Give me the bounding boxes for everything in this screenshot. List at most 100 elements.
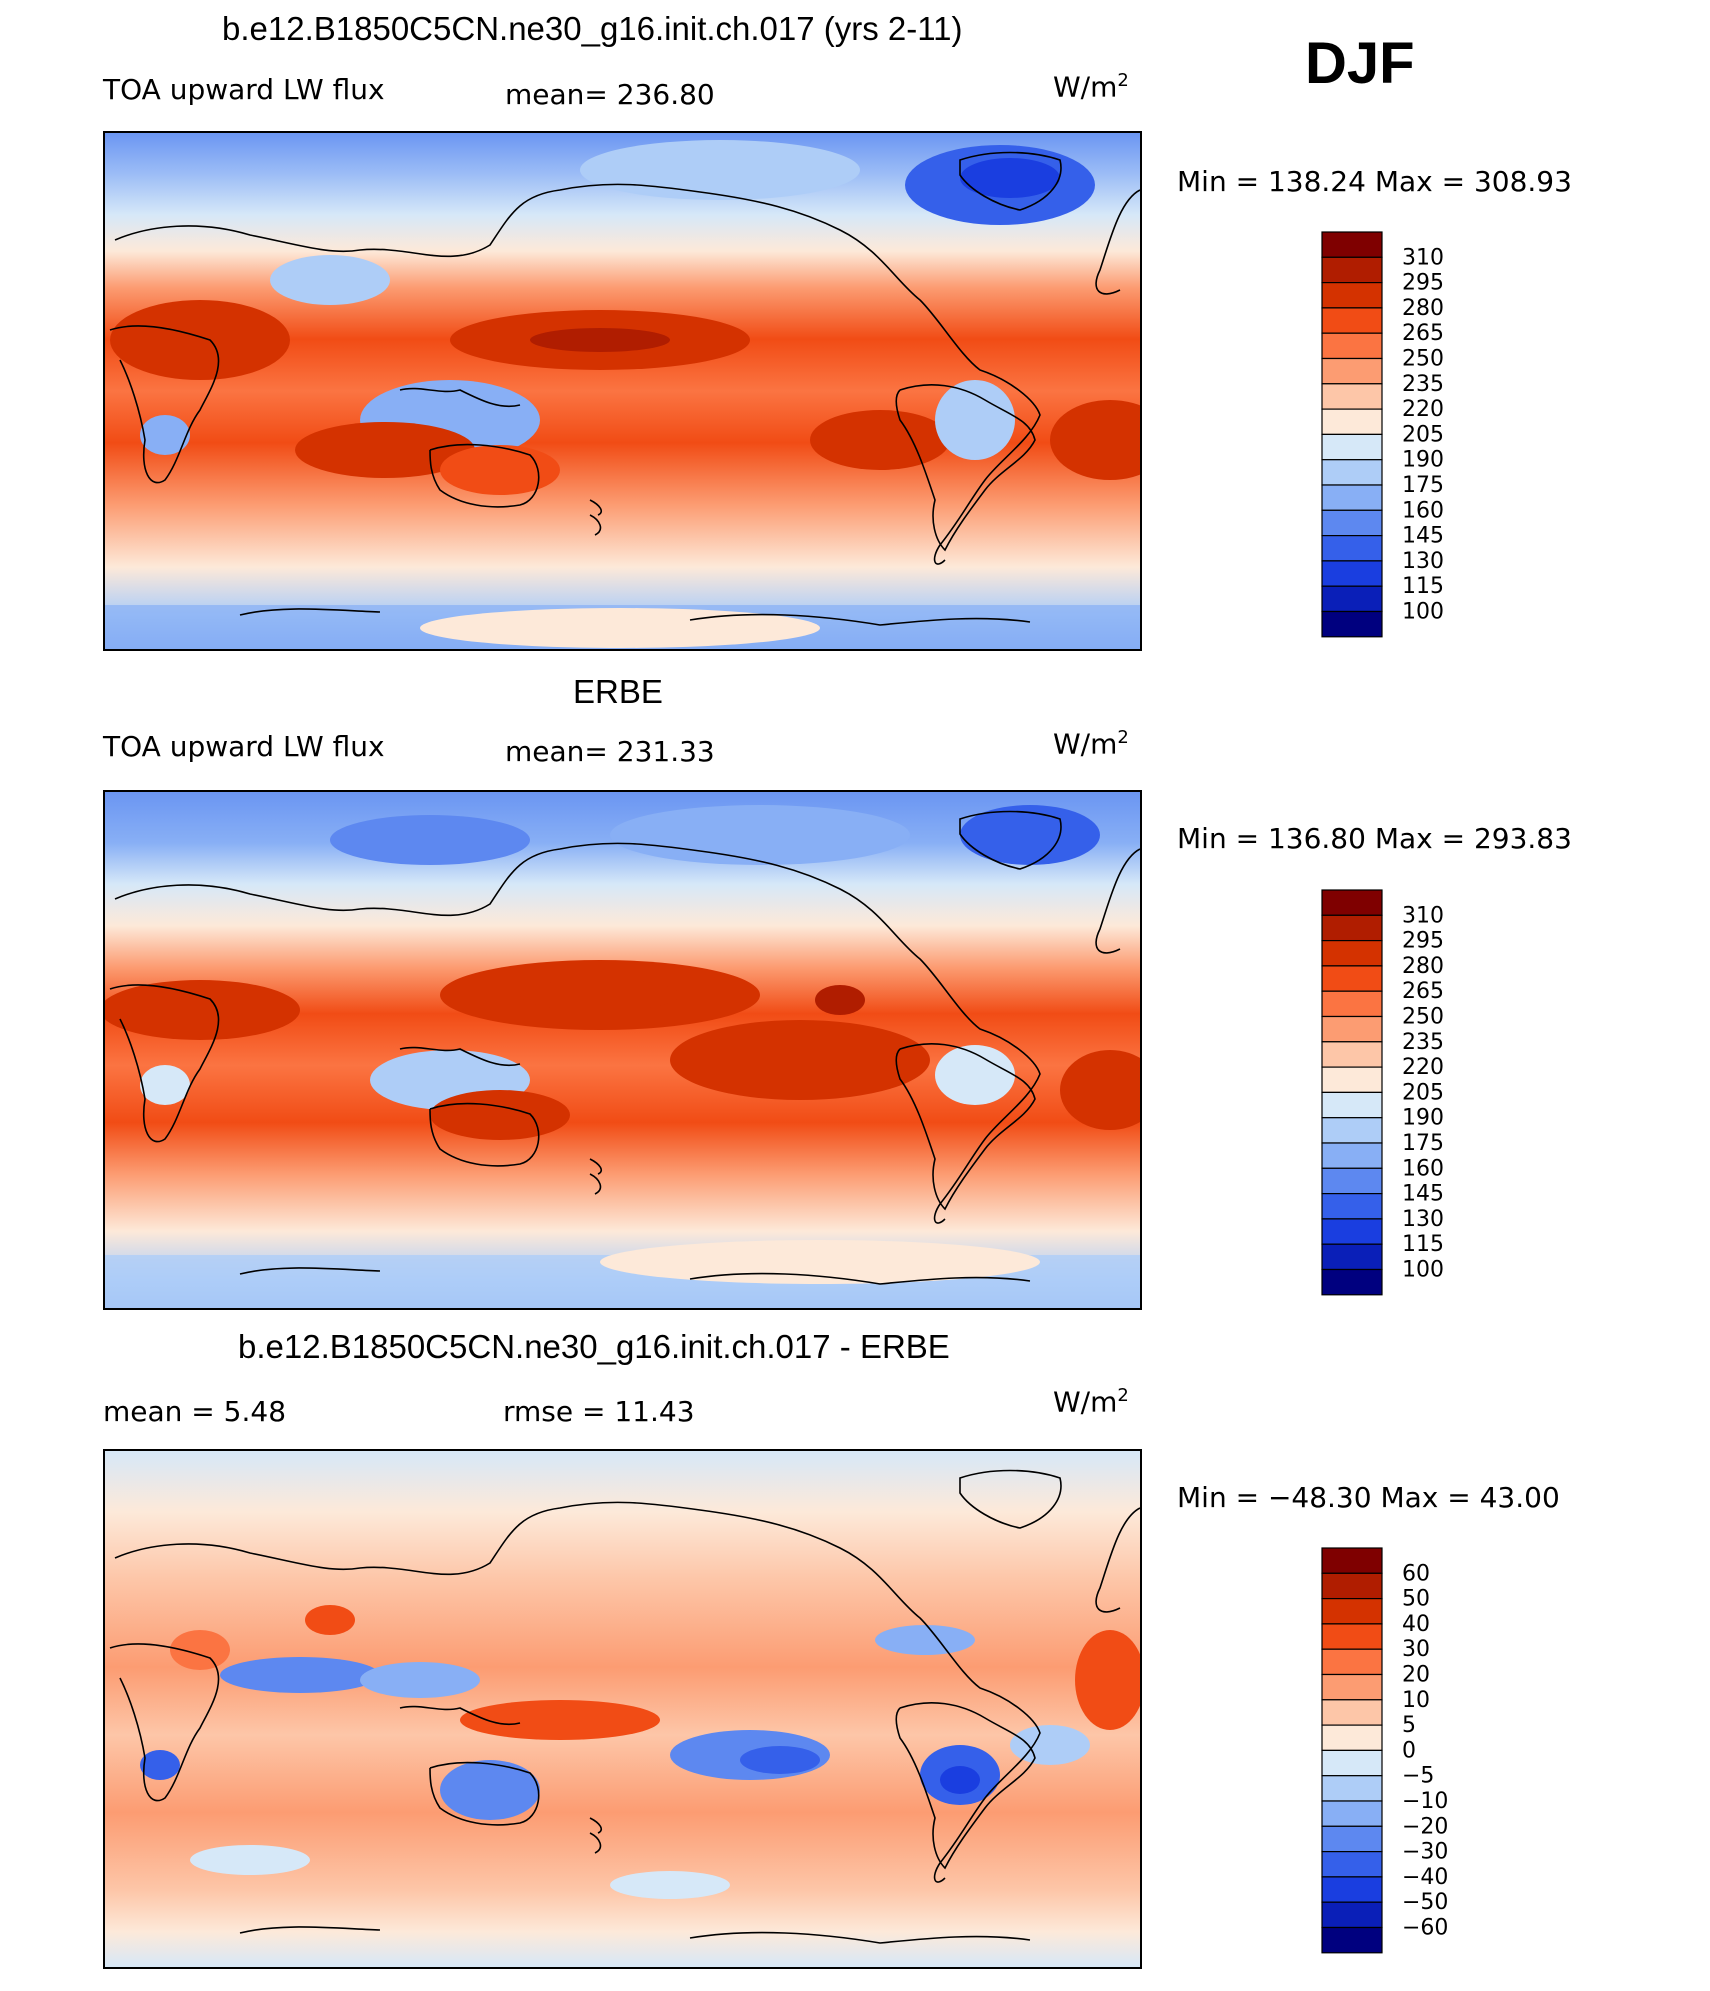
colorbar-1-tick-label: 235 — [1402, 372, 1444, 397]
colorbar-2-tick-label: 235 — [1402, 1030, 1444, 1055]
colorbar-3-swatch — [1321, 1825, 1383, 1853]
colorbar-3-tick-label: 5 — [1402, 1713, 1416, 1738]
colorbar-2-swatch — [1321, 1041, 1383, 1068]
colorbar-3-swatch — [1321, 1597, 1383, 1625]
colorbar-3-tick-label: 30 — [1402, 1637, 1430, 1662]
colorbar-1-swatch — [1321, 282, 1383, 309]
colorbar-3-tick-label: −5 — [1402, 1764, 1434, 1789]
panel-1-units: W/m2 — [1053, 70, 1129, 104]
colorbar-1-swatch — [1321, 585, 1383, 613]
colorbar-2-tick-label: 175 — [1402, 1131, 1444, 1156]
colorbar-1-tick-label: 265 — [1402, 321, 1444, 346]
panel-2-mean: mean= 231.33 — [505, 735, 715, 768]
season-label: DJF — [1305, 31, 1415, 96]
colorbar-3-tick-label: −10 — [1402, 1789, 1448, 1814]
colorbar-2-tick-label: 145 — [1402, 1182, 1444, 1207]
colorbar-1-tick-label: 130 — [1402, 549, 1444, 574]
colorbar-3-tick-label: −50 — [1402, 1890, 1448, 1915]
colorbars: 3102952802652502352202051901751601451301… — [1321, 231, 1448, 1954]
colorbar-1-tick-label: 205 — [1402, 422, 1444, 447]
panel-2-minmax: Min = 136.80 Max = 293.83 — [1177, 822, 1572, 855]
colorbar-3-tick-label: 40 — [1402, 1612, 1430, 1637]
colorbar-2-swatch — [1321, 1091, 1383, 1119]
colorbar-1-swatch — [1321, 231, 1383, 258]
colorbar-2-swatch — [1321, 1066, 1383, 1093]
colorbar-2-swatch — [1321, 939, 1383, 967]
colorbar-2-tick-label: 250 — [1402, 1005, 1444, 1030]
colorbar-3-swatch — [1321, 1673, 1383, 1701]
colorbar-3-swatch — [1321, 1699, 1383, 1726]
map-3-coastlines — [109, 1469, 1141, 1944]
colorbar-3-tick-label: 20 — [1402, 1663, 1430, 1688]
colorbar-1-swatch — [1321, 383, 1383, 410]
colorbar-2-tick-label: 205 — [1402, 1080, 1444, 1105]
colorbar-1-swatch — [1321, 433, 1383, 461]
map-2-field — [104, 791, 1141, 1309]
colorbar-3-swatch — [1321, 1749, 1383, 1777]
map-panel-1 — [103, 131, 1142, 651]
colorbar-3-swatch — [1321, 1926, 1383, 1954]
colorbar-2-swatch — [1321, 1268, 1383, 1296]
colorbar-3-swatch — [1321, 1901, 1383, 1929]
colorbar-3-swatch — [1321, 1547, 1383, 1574]
colorbar-1-tick-label: 310 — [1402, 245, 1444, 270]
colorbar-2-swatch — [1321, 1243, 1383, 1271]
map-2-frame — [103, 790, 1142, 1310]
map-panel-2 — [103, 790, 1142, 1310]
colorbar-3-swatch — [1321, 1800, 1383, 1827]
colorbar-3-swatch — [1321, 1850, 1383, 1878]
colorbar-2-swatch — [1321, 1192, 1383, 1220]
panel-3-units: W/m2 — [1053, 1385, 1129, 1419]
colorbar-1-swatch — [1321, 307, 1383, 334]
colorbar-3-tick-label: −30 — [1402, 1840, 1448, 1865]
colorbar-3-tick-label: −60 — [1402, 1916, 1448, 1941]
colorbar-3-tick-label: 0 — [1402, 1738, 1416, 1763]
colorbar-1-swatch — [1321, 484, 1383, 511]
colorbar-3-tick-label: −40 — [1402, 1865, 1448, 1890]
colorbar-3-swatch — [1321, 1648, 1383, 1676]
colorbar-3-tick-label: 50 — [1402, 1587, 1430, 1612]
colorbar-2-tick-label: 220 — [1402, 1055, 1444, 1080]
colorbar-1-swatch — [1321, 560, 1383, 587]
colorbar-1-swatch — [1321, 357, 1383, 385]
colorbar-2-tick-label: 190 — [1402, 1106, 1444, 1131]
colorbar-2-swatch — [1321, 1117, 1383, 1144]
colorbar-1-tick-label: 100 — [1402, 600, 1444, 625]
map-1-coastlines — [109, 151, 1141, 626]
colorbar-1-tick-label: 175 — [1402, 473, 1444, 498]
colorbar-1-tick-label: 295 — [1402, 271, 1444, 296]
colorbar-1-swatch — [1321, 534, 1383, 562]
colorbar-3-swatch — [1321, 1572, 1383, 1600]
map-2-coastlines — [109, 810, 1141, 1285]
colorbar-1-tick-label: 250 — [1402, 347, 1444, 372]
colorbar-1-tick-label: 115 — [1402, 574, 1444, 599]
colorbar-2-tick-label: 280 — [1402, 954, 1444, 979]
colorbar-1: 3102952802652502352202051901751601451301… — [1321, 231, 1444, 638]
colorbar-2-tick-label: 100 — [1402, 1258, 1444, 1283]
map-1-frame — [103, 131, 1142, 651]
colorbar-1-swatch — [1321, 459, 1383, 486]
colorbar-3-tick-label: 60 — [1402, 1561, 1430, 1586]
colorbar-2-swatch — [1321, 1015, 1383, 1043]
panel-1-variable-label: TOA upward LW flux — [103, 73, 385, 106]
colorbar-2-swatch — [1321, 914, 1383, 942]
map-1-field — [104, 132, 1141, 650]
panel-1-mean: mean= 236.80 — [505, 78, 715, 111]
map-3-field — [104, 1450, 1141, 1968]
colorbar-2-tick-label: 310 — [1402, 903, 1444, 928]
colorbar-1-swatch — [1321, 256, 1383, 284]
colorbar-2-swatch — [1321, 1142, 1383, 1169]
panel-3-title: b.e12.B1850C5CN.ne30_g16.init.ch.017 - E… — [238, 1328, 950, 1365]
panel-3-mean: mean = 5.48 — [103, 1395, 287, 1428]
colorbar-2-swatch — [1321, 889, 1383, 916]
panel-1-title: b.e12.B1850C5CN.ne30_g16.init.ch.017 (yr… — [222, 10, 963, 47]
map-3-frame — [103, 1449, 1142, 1969]
colorbar-2-swatch — [1321, 990, 1383, 1018]
panel-3-rmse: rmse = 11.43 — [503, 1395, 695, 1428]
colorbar-2-tick-label: 130 — [1402, 1207, 1444, 1232]
panel-2-title: ERBE — [573, 673, 663, 710]
colorbar-1-swatch — [1321, 509, 1383, 537]
colorbar-1-swatch — [1321, 610, 1383, 638]
